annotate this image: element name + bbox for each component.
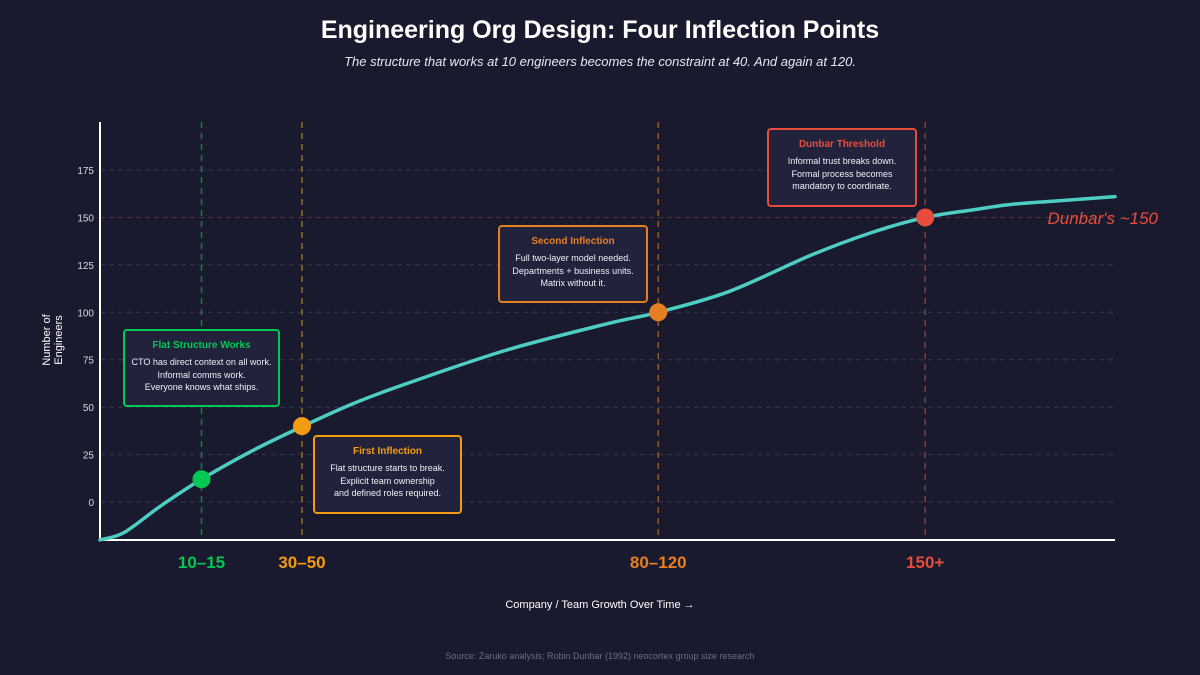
- annotation-box: Flat Structure Works CTO has direct conte…: [123, 329, 280, 407]
- annotation-text: Informal comms work.: [157, 369, 246, 380]
- range-label: 30–50: [278, 553, 325, 572]
- annotation-title: Flat Structure Works: [152, 340, 251, 351]
- source-note: Source: Zaruko analysis; Robin Dunbar (1…: [445, 651, 755, 661]
- y-tick-label: 100: [77, 308, 94, 319]
- annotation-text: Everyone knows what ships.: [144, 382, 259, 392]
- y-axis-label-line: Engineers: [53, 315, 65, 365]
- chart-title: Engineering Org Design: Four Inflection …: [320, 16, 880, 44]
- y-tick-label: 125: [77, 261, 94, 272]
- inflection-point: [292, 417, 311, 436]
- annotation-text: CTO has direct context on all work.: [131, 357, 272, 367]
- y-axis-label: Number ofEngineers: [41, 313, 65, 365]
- y-tick-label: 25: [83, 451, 95, 462]
- range-label: 150+: [906, 553, 944, 572]
- annotation-title: First Inflection: [353, 446, 422, 457]
- annotation-text: Full two-layer model needed.: [515, 253, 631, 263]
- y-tick-label: 0: [88, 498, 94, 509]
- x-axis-label: Company / Team Growth Over Time →: [505, 599, 694, 611]
- y-tick-label: 175: [77, 166, 94, 177]
- annotation-text: mandatory to coordinate.: [792, 181, 892, 191]
- y-axis-label-line: Number of: [41, 313, 53, 365]
- chart-subtitle: The structure that works at 10 engineers…: [344, 54, 856, 69]
- y-tick-label: 75: [83, 356, 95, 367]
- annotation-text: Matrix without it.: [540, 278, 606, 288]
- reference-line-label: Dunbar's ~150: [1047, 209, 1158, 228]
- range-label: 80–120: [630, 553, 687, 572]
- annotation-text: Explicit team ownership: [340, 475, 435, 486]
- annotation-text: Formal process becomes: [791, 168, 893, 179]
- annotation-text: Departments + business units.: [512, 265, 634, 276]
- annotation-title: Second Inflection: [531, 236, 615, 247]
- annotation-box: Dunbar Threshold Informal trust breaks do…: [767, 128, 917, 207]
- inflection-point: [192, 470, 211, 489]
- annotation-box: First Inflection Flat structure starts to…: [313, 435, 462, 514]
- range-label: 10–15: [178, 553, 225, 572]
- annotation-text: Informal trust breaks down.: [787, 156, 897, 166]
- inflection-point: [649, 303, 668, 322]
- inflection-point: [916, 208, 935, 227]
- y-tick-label: 50: [83, 403, 95, 414]
- annotation-text: Flat structure starts to break.: [330, 463, 445, 473]
- annotation-title: Dunbar Threshold: [798, 139, 886, 150]
- annotation-text: and defined roles required.: [333, 488, 442, 498]
- y-tick-label: 150: [77, 213, 94, 224]
- annotation-box: Second Inflection Full two-layer model ne…: [498, 225, 648, 303]
